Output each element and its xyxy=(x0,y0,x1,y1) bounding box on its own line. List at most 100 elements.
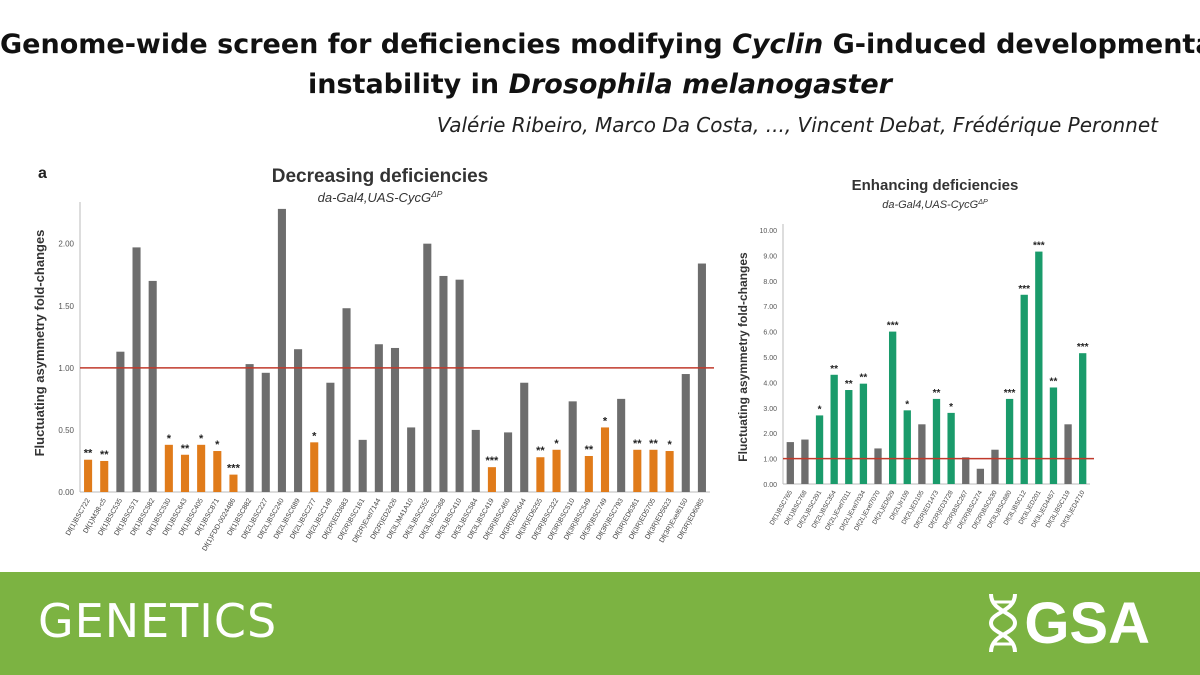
y-tick-label: 0.00 xyxy=(58,488,74,497)
bar xyxy=(100,460,109,492)
bar xyxy=(261,372,270,492)
significance-label: *** xyxy=(1018,284,1030,295)
bar xyxy=(116,351,125,492)
bar xyxy=(213,451,222,492)
significance-label: * xyxy=(215,439,220,451)
y-tick-label: 1.00 xyxy=(58,364,74,373)
bar xyxy=(229,474,238,492)
significance-label: * xyxy=(818,404,822,415)
significance-label: ** xyxy=(100,449,109,461)
significance-label: ** xyxy=(633,438,642,450)
bar xyxy=(665,451,674,492)
bar xyxy=(903,410,911,484)
gsa-logo-text: GSA xyxy=(1024,591,1150,656)
significance-label: * xyxy=(905,399,909,410)
chart-subtitle-text: da-Gal4,UAS-CycG xyxy=(882,199,978,211)
bar xyxy=(786,442,794,484)
y-tick-label: 1.00 xyxy=(763,457,777,464)
significance-label: ** xyxy=(860,373,868,384)
y-tick-label: 8.00 xyxy=(763,279,777,286)
bar xyxy=(859,383,868,484)
significance-label: *** xyxy=(486,455,500,467)
footer-banner: GENETICS GSA xyxy=(0,572,1200,675)
bar xyxy=(1064,424,1072,484)
y-axis-label: Fluctuating asymmetry fold-changes xyxy=(736,252,750,462)
enhancing-deficiencies-chart: Enhancing deficiencies da-Gal4,UAS-CycGΔP… xyxy=(736,177,1094,532)
bar xyxy=(197,444,206,492)
bar xyxy=(148,280,157,492)
bar xyxy=(888,331,897,484)
significance-label: * xyxy=(199,433,204,445)
dna-helix-icon xyxy=(988,593,1018,653)
significance-label: * xyxy=(949,402,953,413)
bar xyxy=(697,263,706,492)
bar xyxy=(310,442,319,492)
significance-label: * xyxy=(312,430,317,442)
y-tick-label: 2.00 xyxy=(763,431,777,438)
bar xyxy=(277,208,286,492)
bar xyxy=(132,247,141,492)
bar xyxy=(617,398,626,492)
y-tick-label: 2.00 xyxy=(58,240,74,249)
bar xyxy=(471,429,480,492)
chart-subtitle: da-Gal4,UAS-CycGΔP xyxy=(318,189,443,205)
bar xyxy=(918,424,926,484)
significance-label: ** xyxy=(1050,376,1058,387)
journal-name: GENETICS xyxy=(38,594,278,648)
bar xyxy=(633,449,642,492)
bar xyxy=(830,374,838,484)
bar xyxy=(1049,387,1058,484)
chart-subtitle: da-Gal4,UAS-CycGΔP xyxy=(882,198,988,211)
bar xyxy=(1035,251,1043,484)
panel-label: a xyxy=(38,165,47,182)
bar xyxy=(180,454,190,492)
title-text: G-induced developmental xyxy=(823,29,1200,60)
bar xyxy=(439,275,448,492)
chart-subtitle-superscript: ΔP xyxy=(977,198,988,206)
bar xyxy=(874,448,882,484)
bar xyxy=(374,344,383,492)
significance-label: ** xyxy=(536,445,545,457)
y-axis-label: Fluctuating asymmetry fold-changes xyxy=(32,230,47,457)
bar xyxy=(536,457,545,492)
significance-label: ** xyxy=(84,448,93,460)
significance-label: ** xyxy=(933,388,941,399)
bar xyxy=(342,308,351,492)
title-text: Genome-wide screen for deficiencies modi… xyxy=(0,29,733,60)
significance-label: *** xyxy=(1004,388,1016,399)
bar xyxy=(600,427,610,492)
bar xyxy=(649,449,658,492)
title-text: instability in xyxy=(308,69,509,100)
significance-label: * xyxy=(667,439,672,451)
significance-label: ** xyxy=(649,438,658,450)
y-tick-label: 1.50 xyxy=(58,302,74,311)
bar xyxy=(1020,294,1028,484)
bar xyxy=(455,279,464,492)
y-tick-label: 7.00 xyxy=(763,304,777,311)
bar xyxy=(407,427,416,492)
y-tick-label: 10.00 xyxy=(759,228,777,235)
bar xyxy=(390,347,400,492)
significance-label: ** xyxy=(845,379,853,390)
bar xyxy=(504,432,513,492)
bar xyxy=(681,374,690,492)
bar xyxy=(801,439,809,484)
bar xyxy=(326,382,335,492)
bar xyxy=(932,398,941,484)
title-line-2: instability in Drosophila melanogaster xyxy=(0,68,1200,102)
significance-label: ** xyxy=(830,364,838,375)
bar xyxy=(584,455,593,492)
bar xyxy=(845,390,853,484)
bar xyxy=(815,415,824,484)
significance-label: * xyxy=(603,415,608,427)
bar xyxy=(294,349,303,492)
bar xyxy=(520,382,529,492)
bar xyxy=(568,401,577,492)
significance-label: *** xyxy=(227,463,241,475)
bar xyxy=(164,444,173,492)
bar xyxy=(84,459,93,492)
bar xyxy=(552,449,561,492)
bar xyxy=(947,412,955,484)
y-tick-label: 0.50 xyxy=(58,426,74,435)
title-line-1: Genome-wide screen for deficiencies modi… xyxy=(0,28,1200,62)
